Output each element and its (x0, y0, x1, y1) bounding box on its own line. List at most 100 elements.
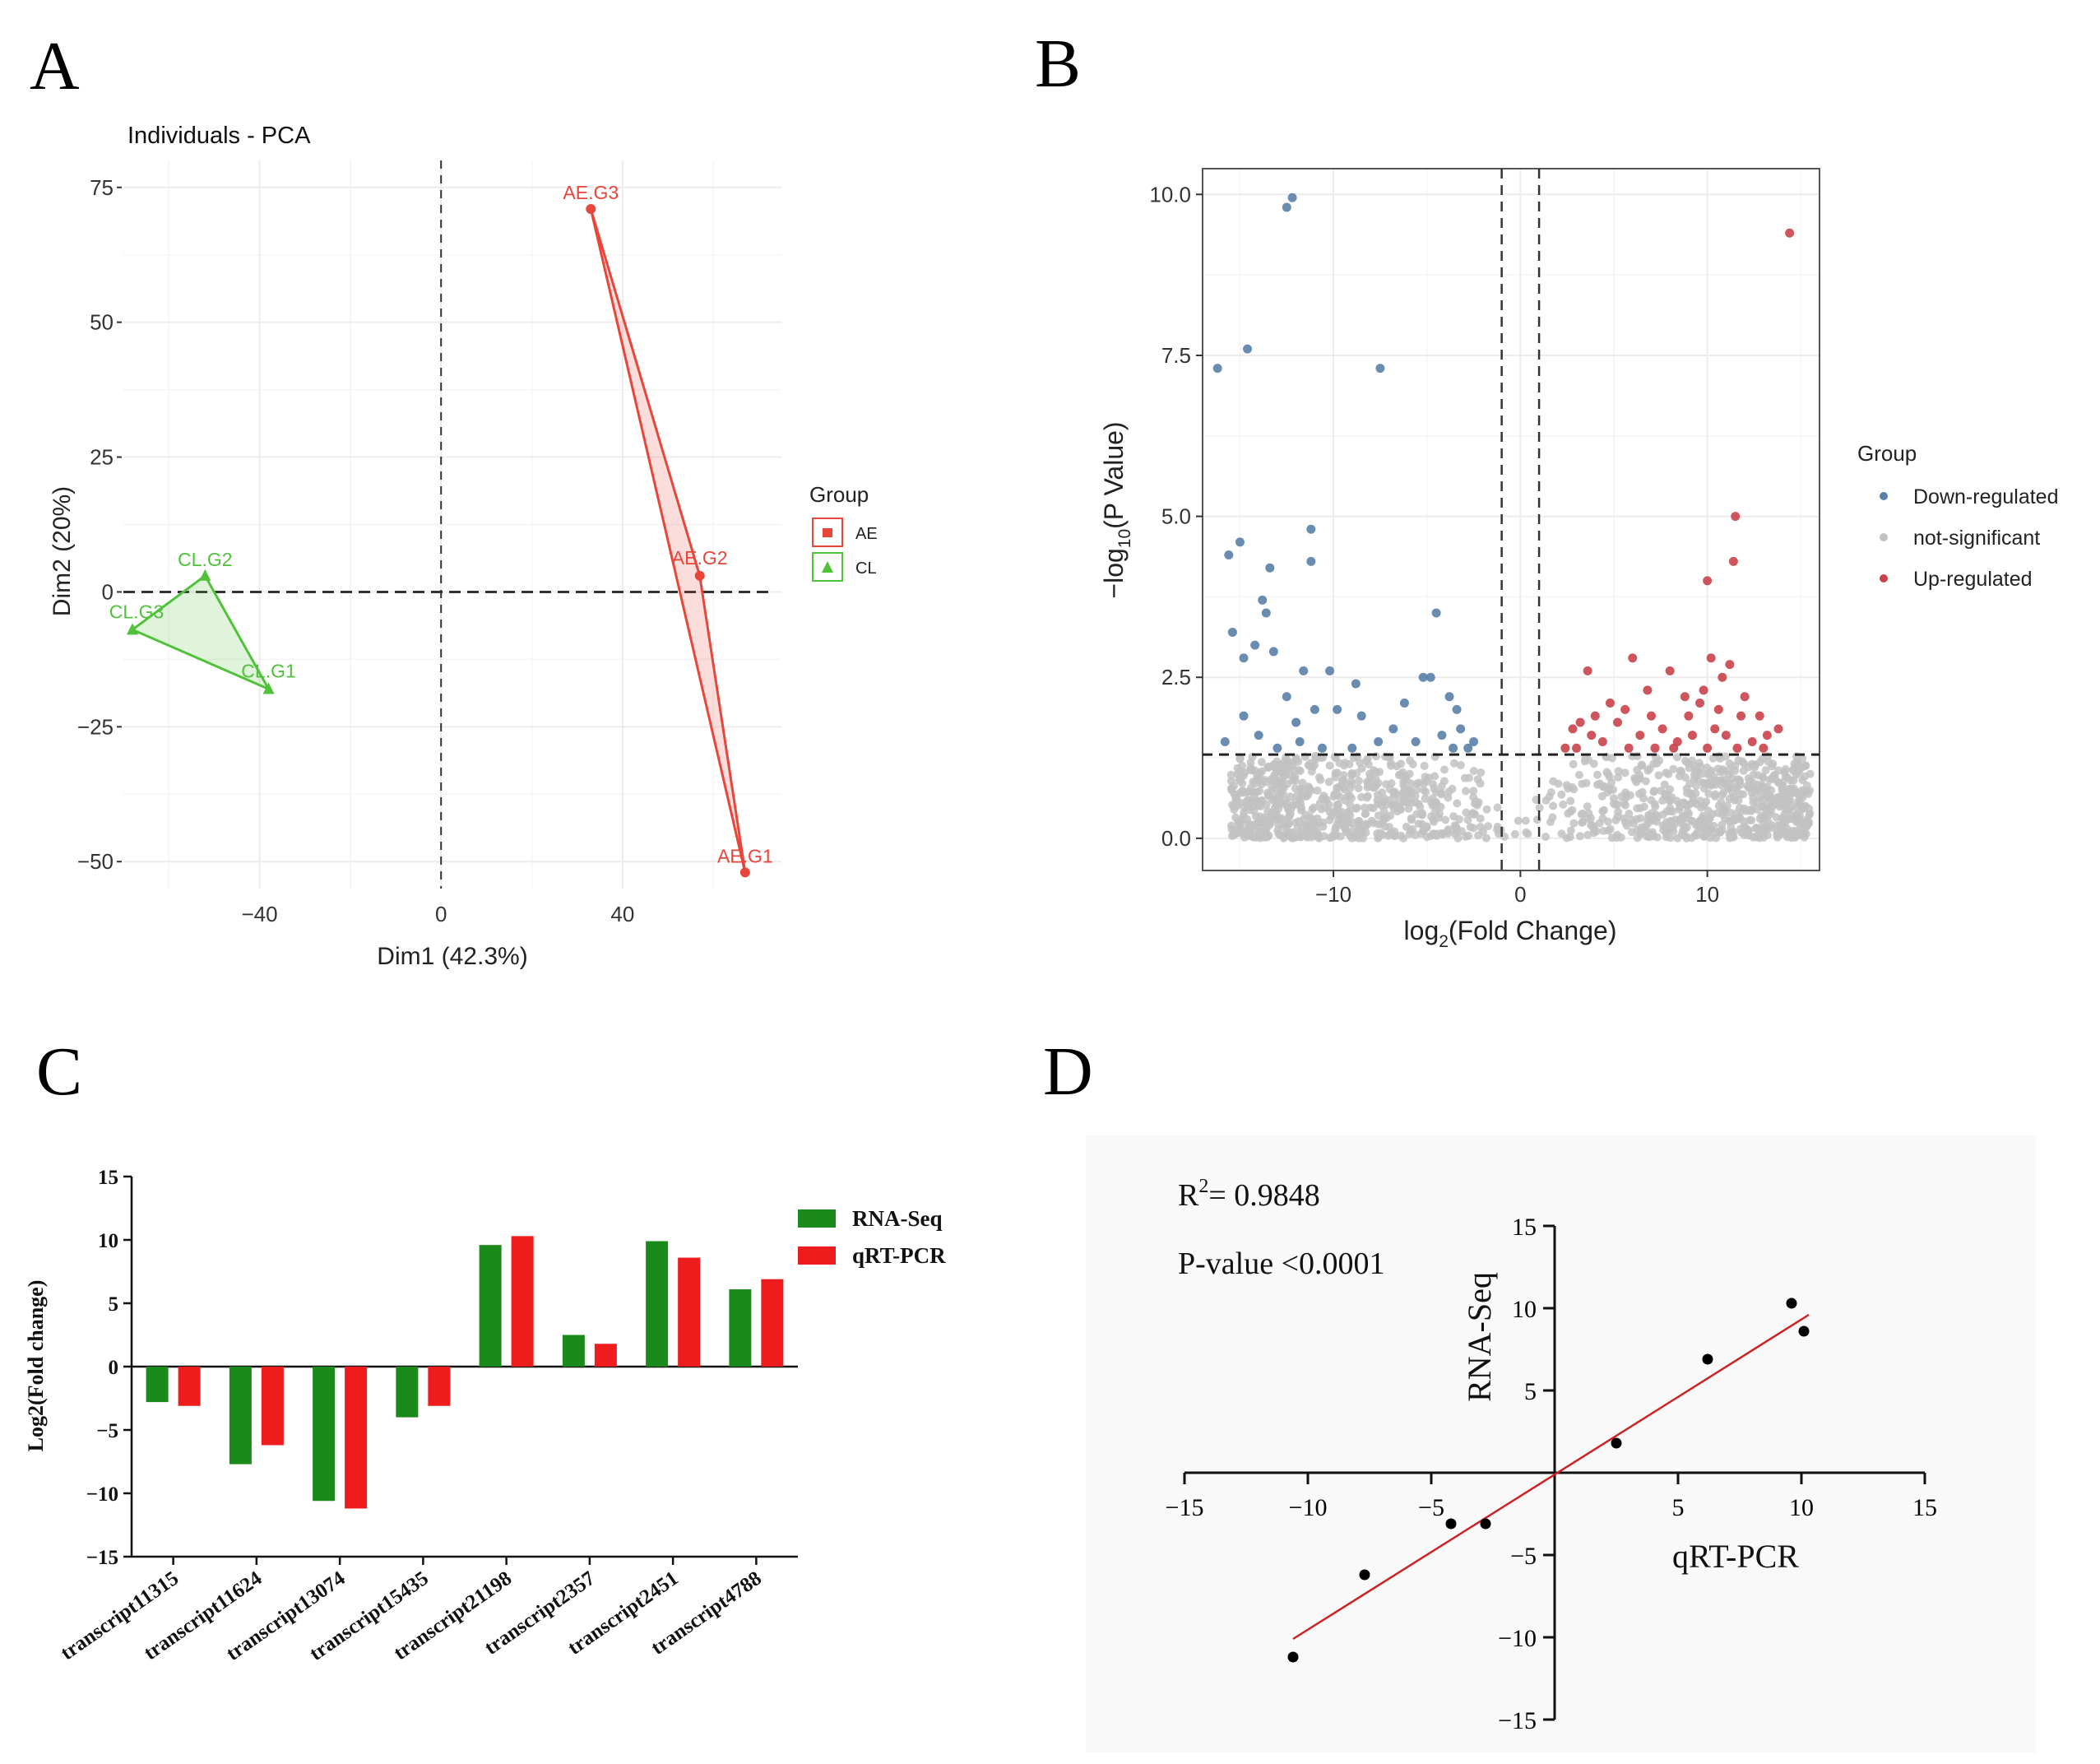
volcano-point-ns (1800, 818, 1809, 827)
volcano-point-ns (1569, 819, 1578, 828)
volcano-point-ns (1771, 775, 1780, 784)
panel-label-a: A (30, 28, 80, 104)
volcano-point-ns (1683, 807, 1692, 816)
volcano-point-ns (1419, 825, 1428, 834)
volcano-point-ns (1650, 787, 1659, 796)
volcano-point-ns (1357, 792, 1365, 801)
volcano-point-ns (1331, 773, 1340, 782)
volcano-point-ns (1559, 800, 1568, 809)
pca-point (739, 867, 750, 878)
volcano-point-ns (1738, 757, 1747, 766)
volcano-point-down (1347, 743, 1357, 753)
volcano-point-ns (1430, 801, 1439, 809)
volcano-point-ns (1609, 799, 1618, 808)
correlation-x-tick-label: −15 (1166, 1494, 1204, 1521)
volcano-point-ns (1675, 805, 1684, 814)
volcano-point-ns (1280, 782, 1289, 791)
volcano-point-up (1747, 736, 1757, 746)
bar-rnaseq (479, 1245, 502, 1367)
volcano-point-down (1282, 692, 1291, 702)
volcano-point-ns (1653, 813, 1662, 822)
volcano-point-down (1469, 736, 1479, 746)
volcano-point-ns (1739, 766, 1748, 775)
volcano-point-ns (1375, 833, 1384, 842)
volcano-point-ns (1230, 790, 1239, 799)
correlation-x-tick-label: 15 (1912, 1494, 1937, 1521)
volcano-point-ns (1412, 779, 1421, 788)
volcano-legend-ns: not-significant (1913, 527, 2040, 550)
volcano-point-ns (1408, 759, 1417, 768)
volcano-point-ns (1583, 802, 1592, 811)
volcano-point-ns (1758, 773, 1767, 782)
volcano-point-ns (1795, 830, 1804, 839)
volcano-point-ns (1257, 758, 1266, 767)
volcano-point-ns (1787, 833, 1796, 843)
volcano-point-up (1713, 704, 1723, 714)
volcano-point-ns (1671, 815, 1680, 824)
volcano-point-ns (1745, 815, 1755, 824)
volcano-point-ns (1745, 805, 1755, 815)
volcano-point-ns (1713, 776, 1722, 785)
volcano-point-down (1444, 692, 1454, 702)
volcano-point-ns (1648, 809, 1657, 818)
volcano-point-ns (1695, 819, 1704, 827)
pca-x-axis-title: Dim1 (42.3%) (377, 943, 527, 970)
volcano-point-ns (1449, 812, 1458, 821)
bar-rnaseq (562, 1335, 585, 1367)
volcano-point-ns (1532, 815, 1541, 824)
volcano-point-up (1710, 724, 1720, 734)
pca-point (127, 623, 139, 635)
volcano-point-ns (1414, 800, 1423, 809)
pca-point (199, 569, 211, 581)
pca-legend-label-ae: AE (855, 525, 878, 543)
pca-y-tick-label: 25 (90, 445, 114, 470)
bar-qrtpcr (178, 1367, 201, 1406)
volcano-point-ns (1286, 792, 1295, 801)
volcano-point-ns (1361, 810, 1370, 819)
volcano-point-up (1646, 711, 1656, 721)
volcano-point-ns (1704, 778, 1713, 787)
volcano-point-up (1628, 653, 1638, 663)
volcano-point-ns (1574, 770, 1583, 779)
volcano-point-ns (1273, 757, 1282, 766)
volcano-point-up (1624, 743, 1634, 753)
pca-point-label: AE.G2 (672, 547, 728, 569)
volcano-point-ns (1638, 787, 1647, 796)
volcano-point-ns (1357, 829, 1366, 838)
volcano-point-down (1220, 736, 1230, 746)
legend-dot-down (1880, 492, 1888, 500)
volcano-point-down (1306, 524, 1316, 534)
volcano-point-ns (1739, 817, 1748, 826)
volcano-point-ns (1421, 787, 1430, 796)
volcano-point-ns (1336, 832, 1345, 841)
volcano-point-ns (1467, 810, 1476, 819)
volcano-point-down (1375, 364, 1385, 374)
volcano-point-ns (1613, 812, 1622, 821)
volcano-point-ns (1755, 831, 1764, 840)
volcano-point-ns (1722, 801, 1731, 810)
volcano-point-ns (1340, 823, 1349, 832)
volcano-point-ns (1678, 812, 1687, 821)
volcano-point-ns (1662, 833, 1671, 842)
volcano-point-down (1418, 672, 1428, 682)
volcano-point-ns (1453, 799, 1462, 808)
volcano-point-ns (1535, 803, 1544, 812)
volcano-point-ns (1801, 761, 1810, 770)
volcano-point-ns (1310, 761, 1319, 769)
volcano-x-tick-label: 10 (1695, 882, 1719, 907)
volcano-point-ns (1749, 770, 1758, 779)
correlation-point (1445, 1518, 1457, 1530)
volcano-point-ns (1437, 790, 1446, 799)
correlation-x-tick-label: 5 (1672, 1494, 1685, 1521)
volcano-point-ns (1666, 804, 1675, 813)
correlation-x-tick-label: −10 (1289, 1494, 1328, 1521)
volcano-point-ns (1607, 778, 1616, 787)
volcano-point-ns (1484, 822, 1493, 831)
volcano-point-ns (1718, 765, 1727, 773)
volcano-point-up (1669, 743, 1679, 753)
volcano-point-up (1684, 711, 1694, 721)
volcano-point-ns (1245, 805, 1254, 815)
volcano-point-ns (1315, 799, 1324, 808)
volcano-point-ns (1690, 765, 1699, 774)
volcano-point-ns (1589, 829, 1598, 838)
